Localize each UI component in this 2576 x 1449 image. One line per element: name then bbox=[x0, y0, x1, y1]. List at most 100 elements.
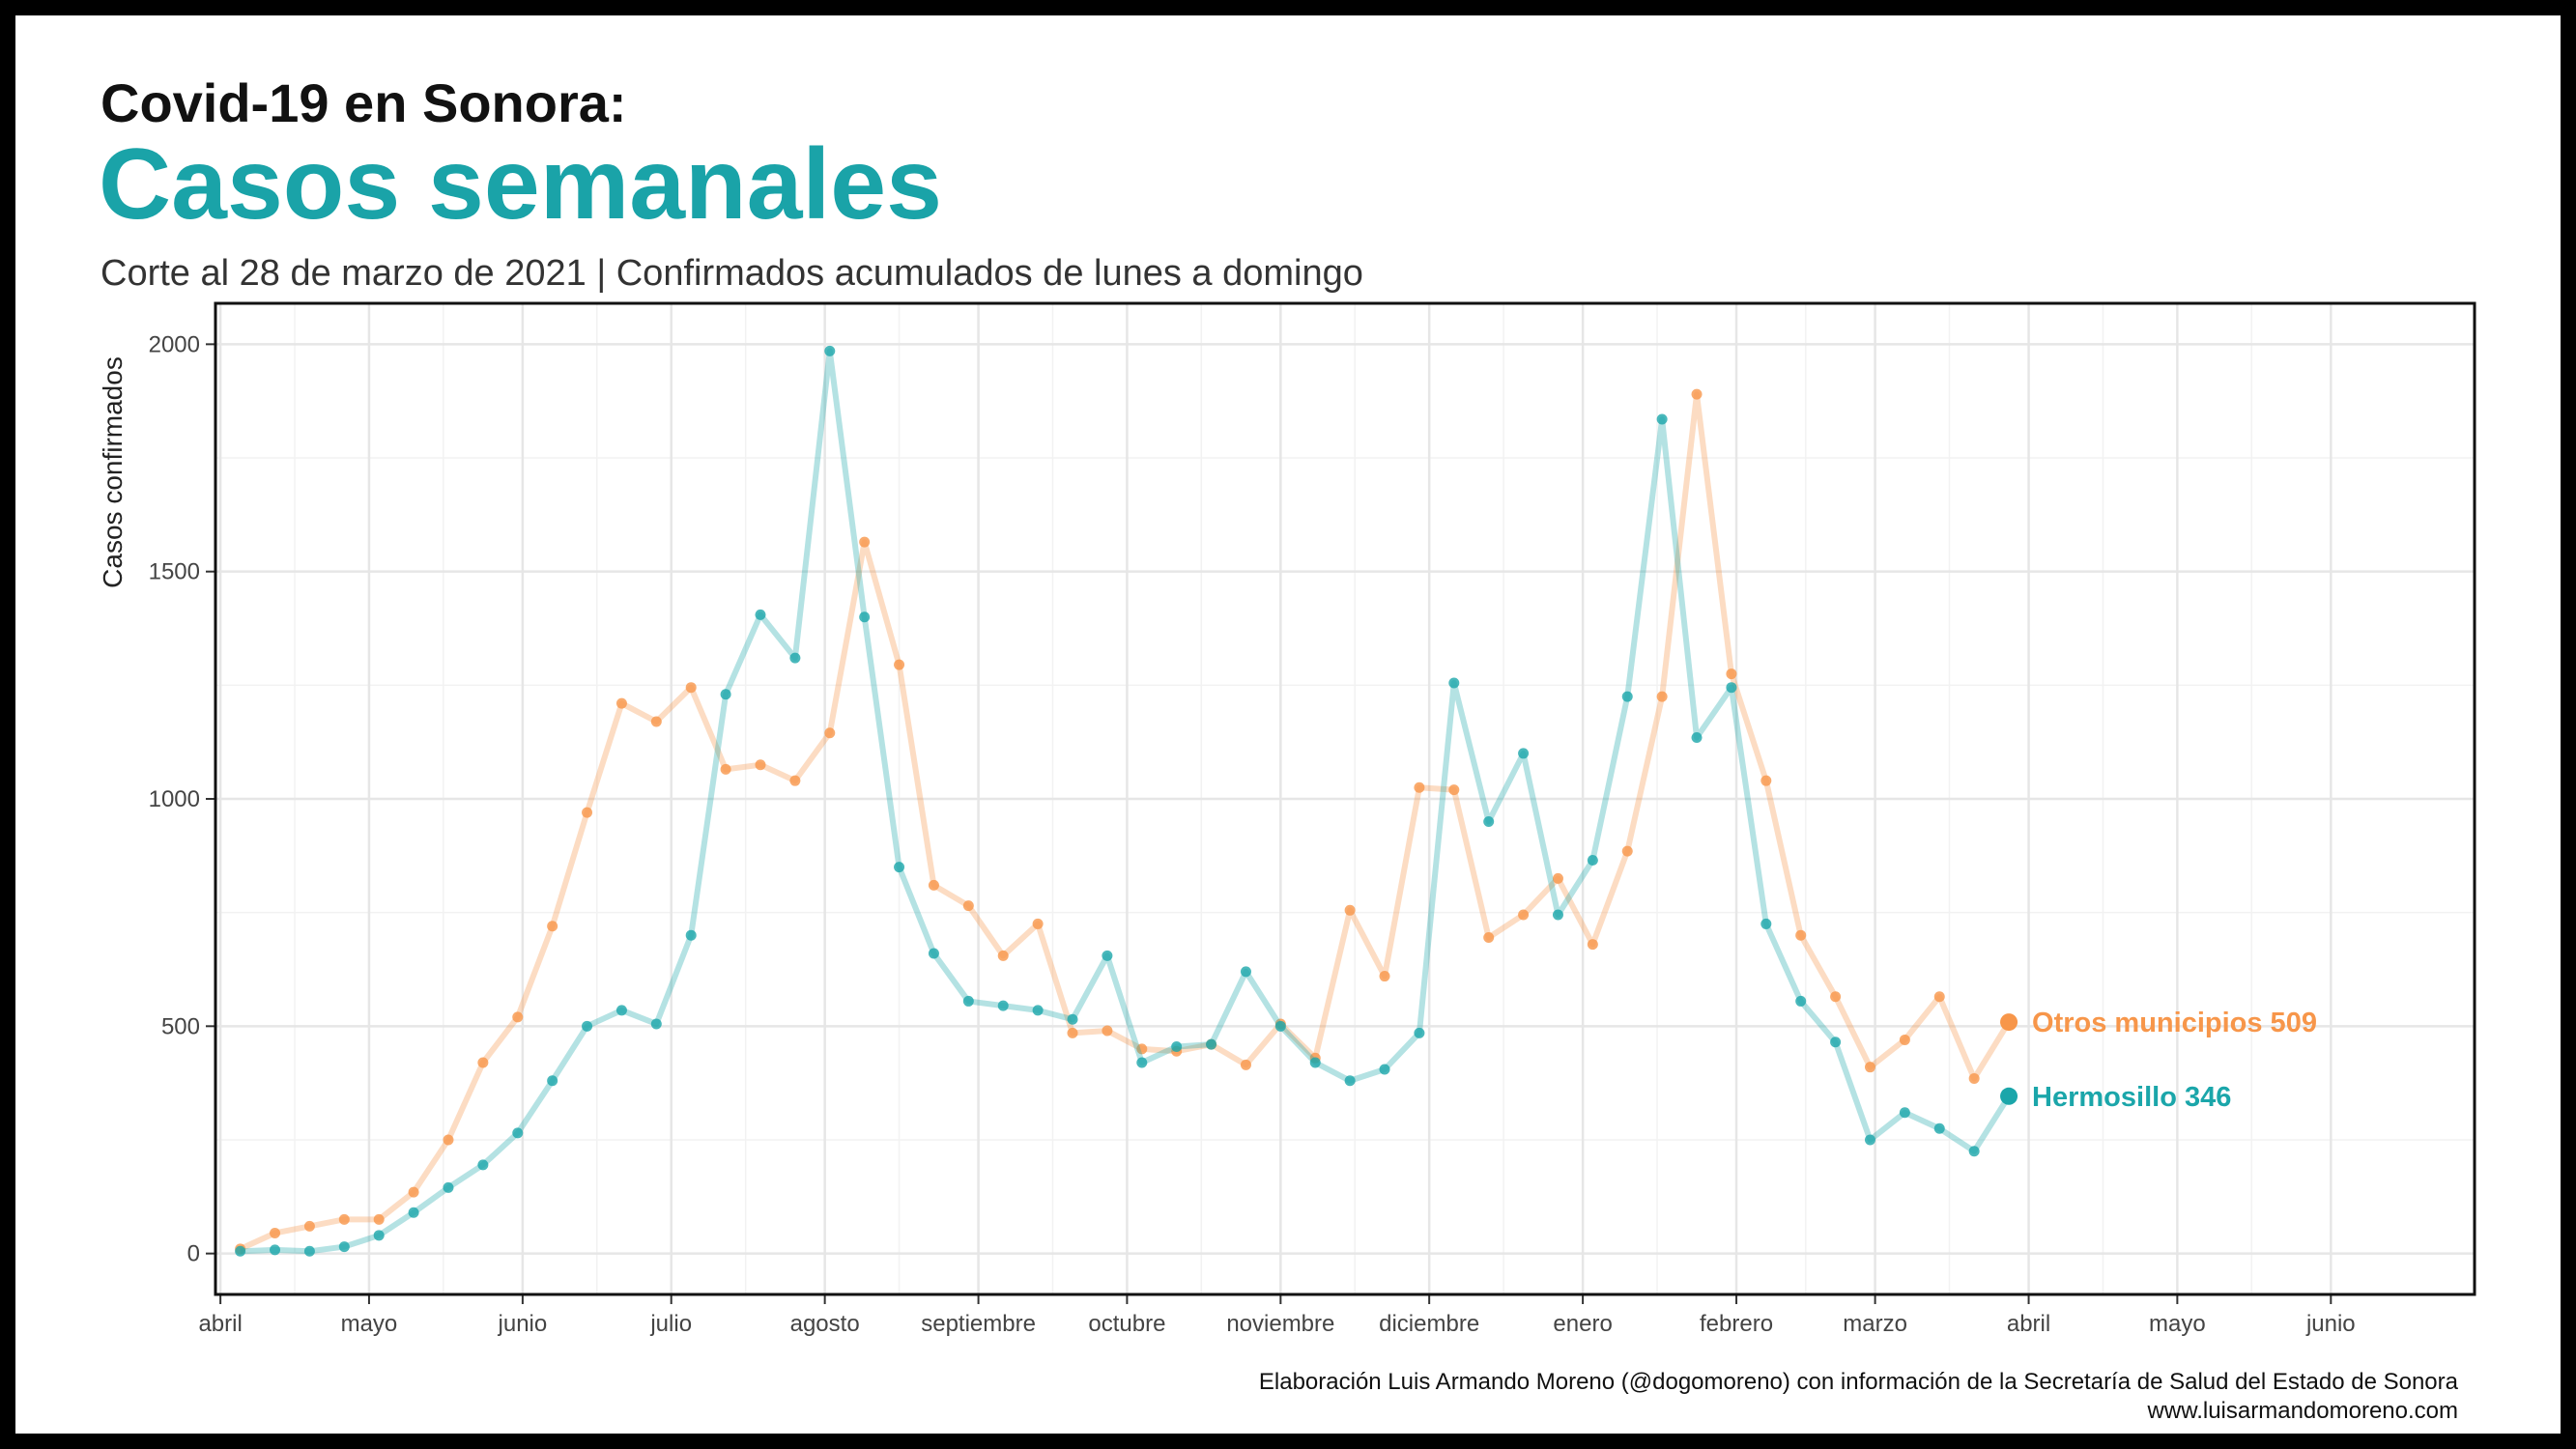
data-point bbox=[582, 807, 593, 818]
data-point bbox=[1656, 413, 1668, 425]
data-point bbox=[615, 697, 627, 709]
data-point bbox=[1483, 932, 1495, 944]
data-point bbox=[547, 921, 558, 932]
data-point bbox=[1379, 971, 1390, 982]
y-tick-label: 1000 bbox=[149, 786, 200, 812]
data-point bbox=[1587, 939, 1598, 951]
data-point bbox=[1552, 909, 1563, 921]
data-point bbox=[1483, 816, 1495, 828]
data-point bbox=[1414, 781, 1425, 793]
data-point bbox=[1344, 1075, 1356, 1087]
data-point bbox=[650, 1018, 662, 1030]
data-point bbox=[755, 759, 766, 771]
data-point bbox=[1864, 1062, 1875, 1073]
data-point bbox=[1240, 966, 1251, 978]
data-point bbox=[1656, 691, 1668, 702]
data-point bbox=[1726, 682, 1737, 694]
data-point bbox=[824, 345, 836, 356]
data-point bbox=[1102, 1025, 1113, 1037]
data-point bbox=[1067, 1027, 1078, 1038]
data-point bbox=[1933, 991, 1945, 1003]
data-point bbox=[1968, 1072, 1980, 1084]
data-point bbox=[303, 1220, 315, 1232]
series-otros-municipios: Otros municipios 509 bbox=[235, 388, 2317, 1255]
data-point bbox=[789, 652, 801, 664]
data-point bbox=[1309, 1057, 1321, 1068]
series-line bbox=[240, 348, 2012, 1255]
source-website: www.luisarmandomoreno.com bbox=[2147, 1398, 2458, 1424]
data-point bbox=[1518, 909, 1530, 921]
data-point bbox=[894, 862, 905, 873]
data-point bbox=[859, 611, 871, 623]
data-point bbox=[373, 1213, 385, 1225]
x-tick-label: agosto bbox=[790, 1311, 860, 1337]
data-point bbox=[1448, 677, 1460, 689]
data-point bbox=[1691, 731, 1703, 743]
series-end-label: Otros municipios 509 bbox=[2032, 1008, 2317, 1038]
data-point bbox=[1102, 950, 1113, 961]
data-point bbox=[1171, 1041, 1183, 1052]
data-point bbox=[1830, 1037, 1842, 1048]
x-tick-label: marzo bbox=[1843, 1311, 1907, 1337]
data-point bbox=[1032, 918, 1044, 929]
data-point bbox=[373, 1230, 385, 1241]
data-point bbox=[685, 682, 697, 694]
chart-kicker: Covid-19 en Sonora: bbox=[100, 72, 627, 133]
data-point bbox=[270, 1227, 281, 1238]
data-point bbox=[1206, 1038, 1217, 1050]
series-hermosillo: Hermosillo 346 bbox=[235, 345, 2231, 1257]
y-axis-title: Casos confirmados bbox=[98, 356, 128, 588]
data-point bbox=[443, 1181, 454, 1193]
data-point bbox=[894, 659, 905, 670]
data-point bbox=[512, 1011, 524, 1023]
data-point bbox=[755, 609, 766, 620]
x-tick-label: septiembre bbox=[921, 1311, 1036, 1337]
data-point bbox=[650, 716, 662, 727]
data-point bbox=[1587, 855, 1598, 867]
data-point bbox=[1795, 995, 1807, 1007]
data-point bbox=[1240, 1059, 1251, 1070]
y-tick-label: 1500 bbox=[149, 559, 200, 585]
x-tick-label: mayo bbox=[341, 1311, 398, 1337]
data-point bbox=[1621, 845, 1633, 857]
x-tick-label: octubre bbox=[1088, 1311, 1165, 1337]
x-tick-label: noviembre bbox=[1226, 1311, 1334, 1337]
data-point bbox=[928, 879, 939, 891]
data-point bbox=[1621, 691, 1633, 702]
plot-border bbox=[214, 301, 2476, 1296]
data-point bbox=[1864, 1134, 1875, 1146]
x-tick-label: diciembre bbox=[1379, 1311, 1479, 1337]
data-point bbox=[720, 689, 731, 700]
x-tick-label: mayo bbox=[2149, 1311, 2206, 1337]
data-point bbox=[1448, 784, 1460, 796]
data-point bbox=[408, 1207, 419, 1218]
data-point bbox=[443, 1134, 454, 1146]
data-point bbox=[859, 536, 871, 548]
series-line bbox=[239, 391, 2012, 1252]
data-point bbox=[338, 1241, 350, 1253]
data-point bbox=[408, 1186, 419, 1198]
y-axis: 0 500 1000 1500 2000 Casos confirmados bbox=[98, 331, 215, 1267]
data-point bbox=[338, 1213, 350, 1225]
data-point bbox=[928, 948, 939, 959]
data-point bbox=[1136, 1057, 1148, 1068]
data-point bbox=[997, 1000, 1009, 1011]
x-tick-label: febrero bbox=[1700, 1311, 1773, 1337]
data-point bbox=[1726, 668, 1737, 680]
data-point bbox=[1760, 918, 1772, 929]
data-point bbox=[1414, 1027, 1425, 1038]
data-point bbox=[1344, 904, 1356, 916]
data-point bbox=[1899, 1107, 1910, 1119]
x-axis: abril mayo junio julio agosto septiembre octub… bbox=[198, 1294, 2356, 1337]
data-point bbox=[789, 775, 801, 786]
line-chart: 0 500 1000 1500 2000 Casos confirmados abril ma… bbox=[98, 301, 2476, 1337]
data-point bbox=[477, 1057, 489, 1068]
series-end-point bbox=[2000, 1087, 2018, 1105]
data-point bbox=[1136, 1043, 1148, 1055]
data-point bbox=[824, 727, 836, 739]
data-point bbox=[720, 763, 731, 775]
data-point bbox=[997, 950, 1009, 961]
data-point bbox=[1933, 1122, 1945, 1134]
grid-lines bbox=[215, 303, 2475, 1294]
source-credit: Elaboración Luis Armando Moreno (@dogomo… bbox=[1258, 1369, 2458, 1395]
